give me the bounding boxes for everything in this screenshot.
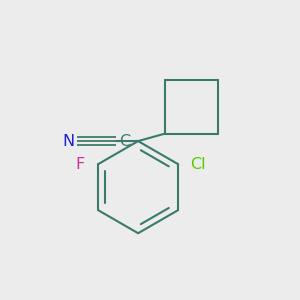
- Text: C: C: [119, 134, 130, 148]
- Text: Cl: Cl: [190, 157, 206, 172]
- Text: N: N: [62, 134, 74, 148]
- Text: F: F: [76, 157, 85, 172]
